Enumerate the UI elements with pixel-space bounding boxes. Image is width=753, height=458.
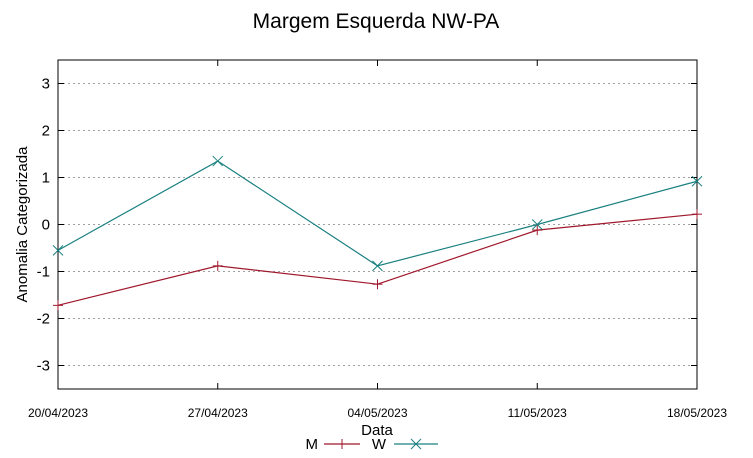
y-tick-label: -2 <box>37 311 50 328</box>
data-point-marker <box>372 279 383 290</box>
data-point-marker <box>337 439 347 449</box>
data-point-marker <box>212 260 223 271</box>
y-axis: -3 -2 -1 0 1 2 3 <box>37 76 697 375</box>
y-tick-label: 2 <box>42 123 50 140</box>
y-tick-label: 3 <box>42 76 50 93</box>
y-tick-label: -1 <box>37 264 50 281</box>
x-axis-label: Data <box>361 422 393 439</box>
series-line-w <box>57 160 698 267</box>
data-point-marker <box>410 438 422 450</box>
y-axis-label: Anomalia Categorizada <box>14 146 31 303</box>
data-point-marker <box>212 155 224 167</box>
data-point-marker <box>691 175 703 187</box>
x-tick-label: 18/05/2023 <box>667 406 727 420</box>
x-tick-label: 11/05/2023 <box>508 406 567 420</box>
data-point-marker <box>53 300 63 311</box>
series-group <box>52 155 703 311</box>
data-point-marker <box>531 219 543 230</box>
grid-lines <box>58 83 697 366</box>
y-tick-label: 1 <box>42 170 50 187</box>
x-tick-label: 04/05/2023 <box>347 406 407 420</box>
x-tick-label: 20/04/2023 <box>28 406 88 420</box>
series-line-m <box>57 213 698 306</box>
data-point-marker <box>532 225 543 236</box>
x-tick-label: 27/04/2023 <box>188 406 248 420</box>
data-point-marker <box>692 209 702 220</box>
x-axis: 20/04/2023 27/04/2023 04/05/2023 11/05/2023… <box>28 60 727 420</box>
y-tick-label: -3 <box>37 358 50 375</box>
y-tick-label: 0 <box>42 217 50 234</box>
chart-title: Margem Esquerda NW-PA <box>253 10 500 33</box>
data-point-marker <box>52 244 64 256</box>
data-point-marker <box>372 260 383 272</box>
legend-label-w: W <box>372 436 387 453</box>
legend-label-m: M <box>306 436 319 453</box>
